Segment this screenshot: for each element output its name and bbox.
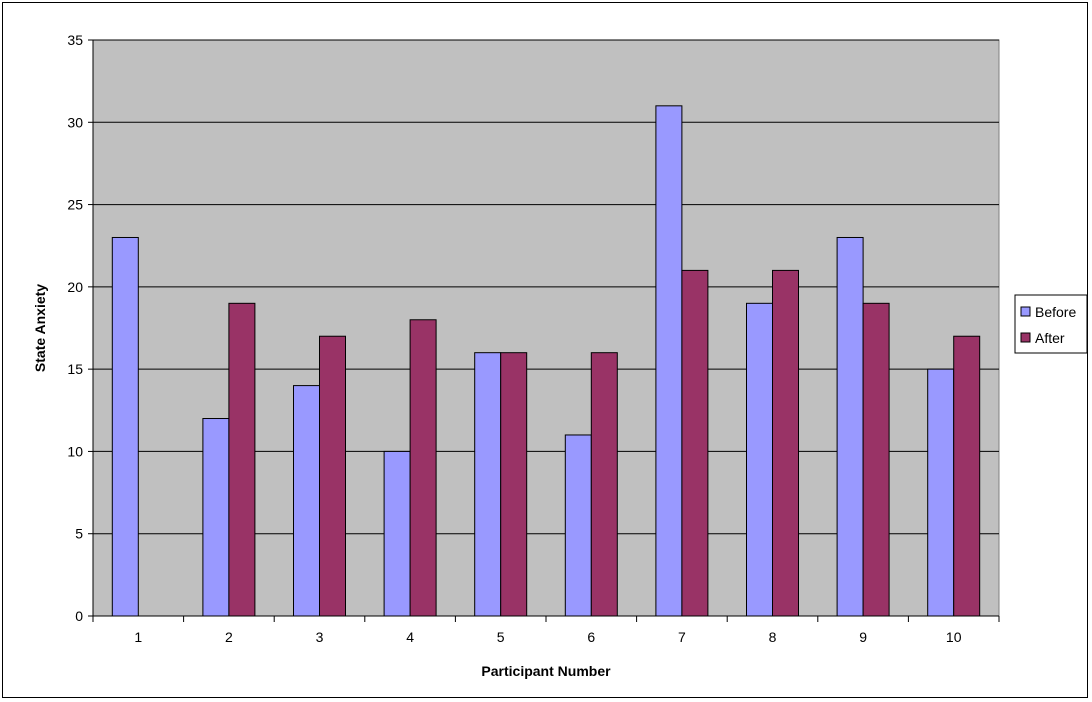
bar-after-10	[953, 335, 981, 617]
bar-after-6	[590, 352, 618, 617]
y-tick-label-5: 5	[75, 526, 83, 542]
legend: Before After	[1014, 294, 1088, 354]
x-tick-label-1: 1	[134, 629, 142, 645]
x-tick-label-8: 8	[769, 629, 777, 645]
bar-before-8	[746, 302, 773, 617]
bar-after-2	[228, 302, 256, 617]
x-tick-label-10: 10	[946, 629, 962, 645]
legend-swatch-after	[1020, 332, 1031, 343]
bar-after-4	[409, 319, 437, 617]
y-tick-label-10: 10	[67, 443, 83, 459]
legend-box	[1014, 294, 1088, 354]
y-tick-label-0: 0	[75, 608, 83, 624]
bar-before-9	[836, 236, 864, 617]
bar-before-10	[927, 368, 955, 617]
bar-before-2	[202, 418, 230, 617]
bar-before-3	[293, 385, 320, 617]
bar-before-1	[111, 236, 139, 617]
x-tick-label-4: 4	[406, 629, 414, 645]
y-axis-title: State Anxiety	[32, 284, 48, 372]
y-tick-label-20: 20	[67, 279, 83, 295]
axes	[88, 39, 1000, 622]
bar-after-5	[500, 352, 528, 617]
legend-label-before: Before	[1035, 304, 1076, 320]
tick-labels: 0 5 10 15 20 25 30 35 1 2 3 4 5 6 7 8 9 10	[67, 32, 961, 645]
y-tick-label-25: 25	[67, 197, 83, 213]
bar-before-5	[474, 352, 502, 617]
x-tick-label-3: 3	[316, 629, 324, 645]
x-tick-label-9: 9	[859, 629, 867, 645]
bar-before-4	[383, 450, 411, 617]
x-tick-label-5: 5	[497, 629, 505, 645]
y-tick-label-15: 15	[67, 361, 83, 377]
bar-chart: 0 5 10 15 20 25 30 35 1 2 3 4 5 6 7 8 9 10 Participant Nu…	[32, 32, 1088, 679]
x-tick-label-7: 7	[678, 629, 686, 645]
bar-after-9	[862, 302, 890, 617]
x-tick-label-6: 6	[587, 629, 595, 645]
bar-after-8	[772, 269, 799, 617]
x-tick-label-2: 2	[225, 629, 233, 645]
bar-before-6	[564, 434, 592, 617]
legend-label-after: After	[1035, 330, 1065, 346]
bar-after-3	[319, 335, 346, 617]
x-axis-title: Participant Number	[481, 663, 611, 679]
bar-after-7	[681, 269, 709, 617]
y-tick-label-35: 35	[67, 32, 83, 48]
y-tick-label-30: 30	[67, 114, 83, 130]
bars	[111, 105, 981, 617]
legend-swatch-before	[1020, 306, 1031, 317]
bar-before-7	[655, 105, 683, 617]
